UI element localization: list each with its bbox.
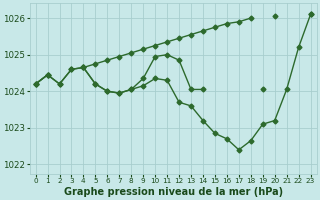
X-axis label: Graphe pression niveau de la mer (hPa): Graphe pression niveau de la mer (hPa) <box>64 187 283 197</box>
